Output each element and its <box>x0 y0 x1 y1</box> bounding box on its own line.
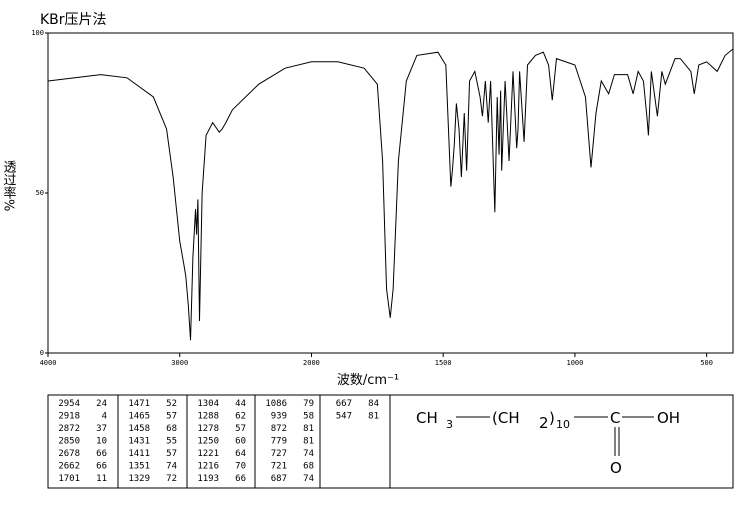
peak-transmittance: 11 <box>96 474 107 484</box>
peak-wavenumber: 727 <box>271 449 287 459</box>
peak-wavenumber: 667 <box>336 399 352 409</box>
formula-text: ) <box>549 409 555 427</box>
peak-wavenumber: 547 <box>336 412 352 422</box>
peak-transmittance: 66 <box>96 449 107 459</box>
peak-wavenumber: 2872 <box>58 424 80 434</box>
peak-transmittance: 79 <box>303 399 314 409</box>
peak-wavenumber: 2662 <box>58 462 80 472</box>
peak-transmittance: 81 <box>368 412 379 422</box>
y-tick-label: 50 <box>36 189 44 197</box>
x-tick-label: 2000 <box>303 359 320 367</box>
peak-transmittance: 74 <box>166 462 177 472</box>
peak-transmittance: 4 <box>102 412 107 422</box>
peak-wavenumber: 779 <box>271 437 287 447</box>
peak-transmittance: 57 <box>166 412 177 422</box>
spectrum-line <box>47 48 734 341</box>
peak-transmittance: 64 <box>235 449 246 459</box>
peak-transmittance: 44 <box>235 399 246 409</box>
formula-text: O <box>610 459 622 477</box>
peak-transmittance: 66 <box>235 474 246 484</box>
peak-transmittance: 58 <box>303 412 314 422</box>
peak-transmittance: 84 <box>368 399 379 409</box>
peak-wavenumber: 2678 <box>58 449 80 459</box>
peak-wavenumber: 1278 <box>197 424 219 434</box>
chart-title: KBr压片法 <box>40 12 107 28</box>
peak-transmittance: 68 <box>303 462 314 472</box>
peak-wavenumber: 872 <box>271 424 287 434</box>
peak-wavenumber: 2918 <box>58 412 80 422</box>
peak-transmittance: 74 <box>303 474 314 484</box>
peak-wavenumber: 1250 <box>197 437 219 447</box>
structure-formula: CH 3 (CH 2 ) 10 C OH O <box>416 409 680 477</box>
x-tick-label: 3000 <box>171 359 188 367</box>
peak-wavenumber: 1465 <box>128 412 150 422</box>
peak-wavenumber: 1329 <box>128 474 150 484</box>
peak-transmittance: 72 <box>166 474 177 484</box>
peak-wavenumber: 1304 <box>197 399 219 409</box>
peak-wavenumber: 939 <box>271 412 287 422</box>
peak-wavenumber: 1221 <box>197 449 219 459</box>
peak-transmittance: 66 <box>96 462 107 472</box>
peak-wavenumber: 1411 <box>128 449 150 459</box>
peak-transmittance: 74 <box>303 449 314 459</box>
table-dividers <box>117 395 391 488</box>
peak-transmittance: 37 <box>96 424 107 434</box>
x-axis-label: 波数/cm⁻¹ <box>337 373 399 388</box>
peak-transmittance: 57 <box>235 424 246 434</box>
x-tick-label: 1000 <box>566 359 583 367</box>
y-tick-label: 100 <box>31 29 44 37</box>
formula-text: (CH <box>492 409 520 427</box>
peak-transmittance: 52 <box>166 399 177 409</box>
peak-wavenumber: 1193 <box>197 474 219 484</box>
peak-transmittance: 81 <box>303 424 314 434</box>
x-tick-label: 4000 <box>40 359 57 367</box>
peak-wavenumber: 1216 <box>197 462 219 472</box>
peak-transmittance: 24 <box>96 399 107 409</box>
formula-text: OH <box>657 409 680 427</box>
peak-wavenumber: 721 <box>271 462 287 472</box>
peak-wavenumber: 1431 <box>128 437 150 447</box>
peak-wavenumber: 687 <box>271 474 287 484</box>
peak-wavenumber: 1471 <box>128 399 150 409</box>
peak-transmittance: 70 <box>235 462 246 472</box>
peak-transmittance: 10 <box>96 437 107 447</box>
formula-sub: 2 <box>539 414 549 432</box>
y-axis-label: 透过率% <box>1 160 17 211</box>
formula-sub: 3 <box>446 418 453 431</box>
peak-transmittance: 81 <box>303 437 314 447</box>
formula-text: C <box>610 409 620 427</box>
formula-text: CH <box>416 409 438 427</box>
formula-sub: 10 <box>556 418 570 431</box>
peak-wavenumber: 1351 <box>128 462 150 472</box>
peak-transmittance: 60 <box>235 437 246 447</box>
x-tick-label: 1500 <box>435 359 452 367</box>
peak-wavenumber: 1086 <box>265 399 287 409</box>
peak-wavenumber: 2954 <box>58 399 80 409</box>
plot-frame <box>47 32 734 354</box>
peak-wavenumber: 2850 <box>58 437 80 447</box>
peak-wavenumber: 1288 <box>197 412 219 422</box>
peak-transmittance: 55 <box>166 437 177 447</box>
peak-wavenumber: 1701 <box>58 474 80 484</box>
x-tick-label: 500 <box>700 359 713 367</box>
peak-transmittance: 68 <box>166 424 177 434</box>
y-tick-label: 0 <box>40 349 44 357</box>
peak-transmittance: 62 <box>235 412 246 422</box>
peak-transmittance: 57 <box>166 449 177 459</box>
peak-wavenumber: 1458 <box>128 424 150 434</box>
